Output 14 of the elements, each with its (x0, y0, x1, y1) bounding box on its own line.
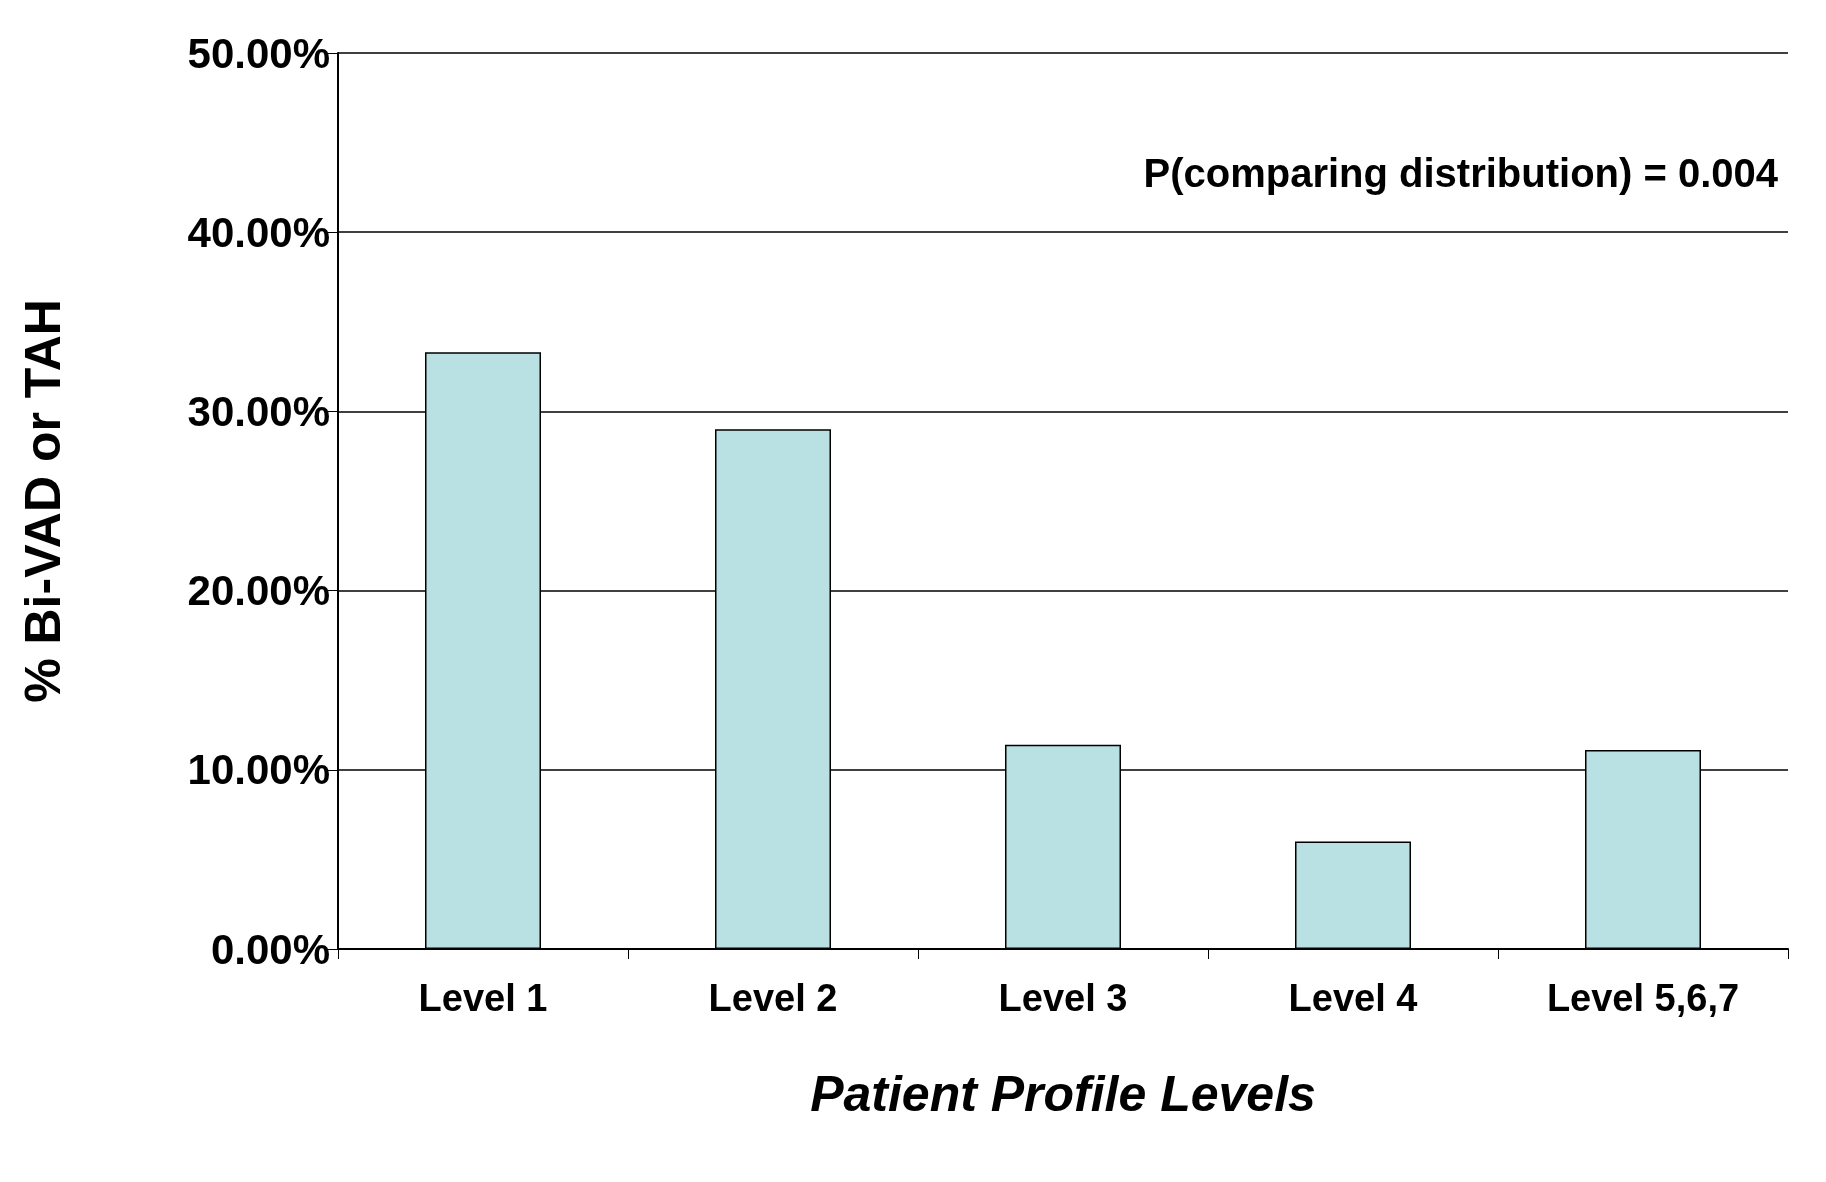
y-tick-label: 0.00% (210, 925, 330, 973)
x-tick-label: Level 4 (1288, 977, 1418, 1019)
x-tick-label: Level 3 (998, 977, 1128, 1019)
y-tick-label: 10.00% (187, 746, 330, 794)
y-tick-label: 40.00% (187, 208, 330, 256)
x-axis-title: Patient Profile Levels (810, 1066, 1316, 1122)
y-axis-title: % Bi-VAD or TAH (15, 299, 71, 703)
y-tick-label: 50.00% (187, 29, 330, 77)
y-tick-label: 20.00% (187, 567, 330, 615)
annotation: P(comparing distribution) = 0.004 (1143, 151, 1779, 195)
y-tick-label: 30.00% (187, 387, 330, 435)
x-tick-label: Level 2 (708, 977, 838, 1019)
x-tick-label: Level 5,6,7 (1546, 977, 1740, 1019)
x-tick-label: Level 1 (418, 977, 548, 1019)
